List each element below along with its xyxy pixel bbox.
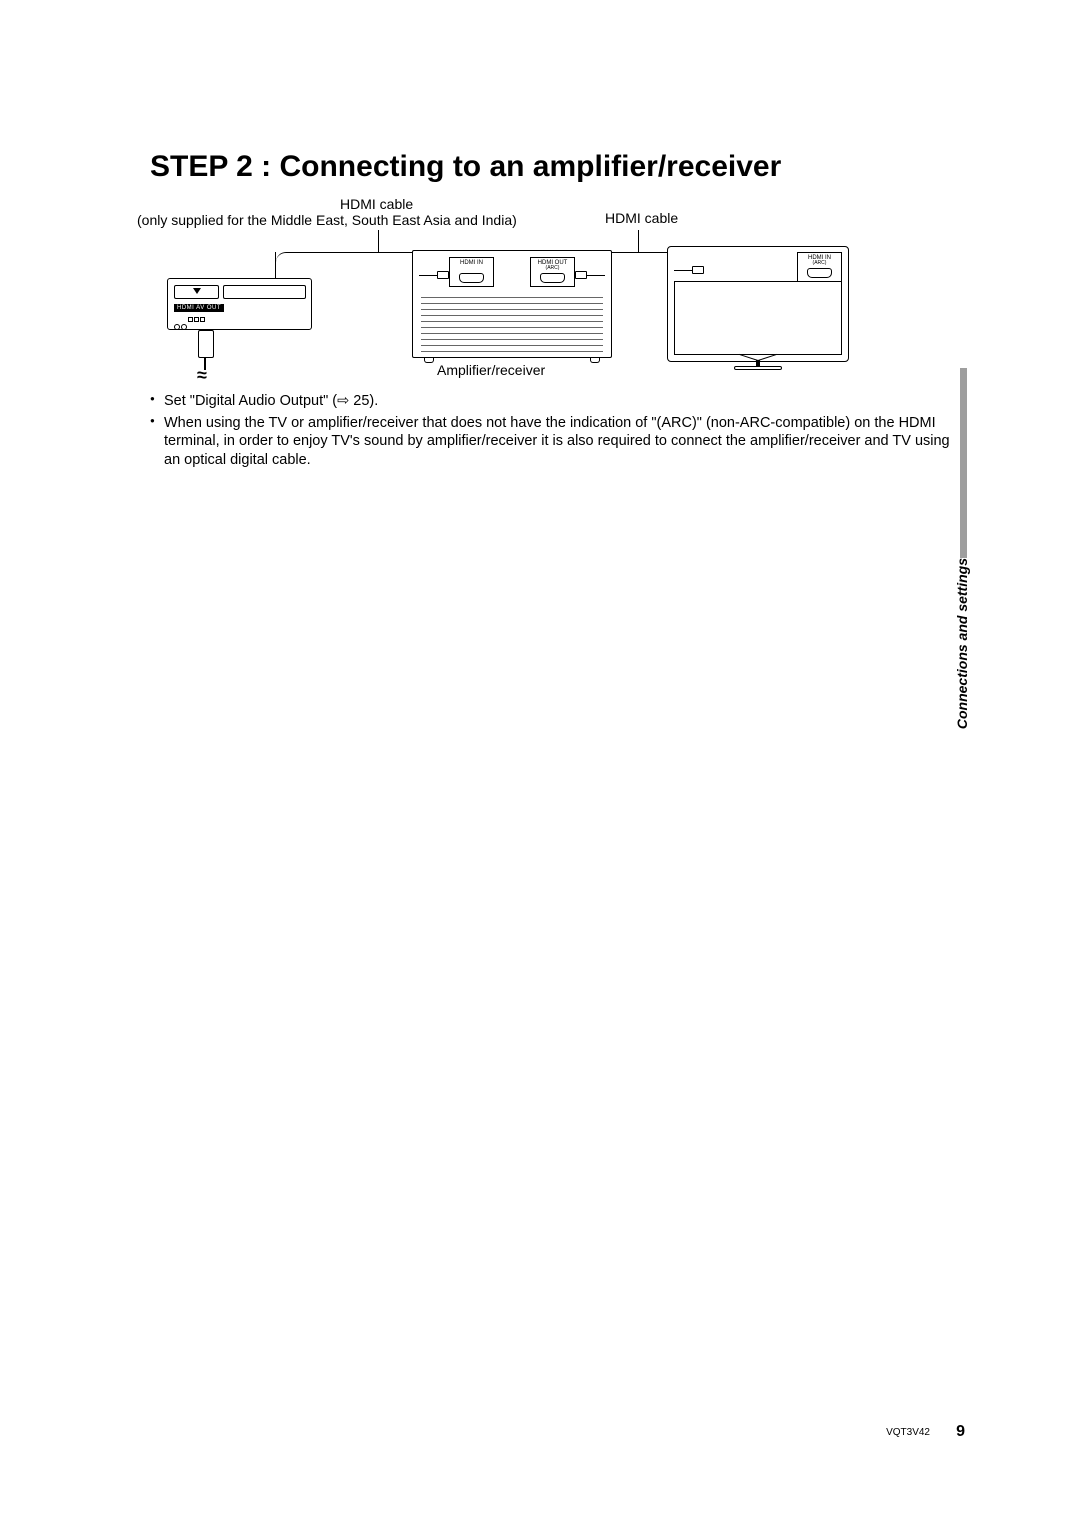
tv-port-label2: (ARC) [798,261,841,266]
tv-port: HDMI IN (ARC) [797,252,842,282]
page: STEP 2 : Connecting to an amplifier/rece… [0,0,1080,1526]
section-tab-label: Connections and settings [954,558,970,729]
bullet-item: Set "Digital Audio Output" (⇨ 25). [150,392,950,411]
tv-stand [734,362,782,372]
amp-connector-out [575,271,605,281]
section-tab: Connections and settings [939,368,967,558]
bullet-text: When using the TV or amplifier/receiver … [164,415,950,468]
hdmi-supply-note: (only supplied for the Middle East, Sout… [137,212,517,228]
amplifier-caption: Amplifier/receiver [437,362,545,378]
amp-connector-in [419,271,449,281]
section-tab-bar [960,368,967,558]
power-plug-icon [198,330,214,358]
player-device: HDMI AV OUT [167,278,312,330]
player-display [223,285,306,299]
amp-port-in: HDMI IN [449,257,494,287]
connection-diagram: HDMI cable (only supplied for the Middle… [150,190,930,370]
bullet-item: When using the TV or amplifier/receiver … [150,414,950,470]
hdmi-cable-label-left: HDMI cable [340,196,413,212]
leader-line-left [378,230,379,252]
amp-port-out: HDMI OUT (ARC) [530,257,575,287]
bullet-text: Set "Digital Audio Output" (⇨ 25). [164,393,378,409]
player-hdmi-out-label: HDMI AV OUT [174,304,224,312]
player-controls [174,317,214,325]
leader-line-right [638,230,639,252]
power-tilde: ≈ [197,365,207,386]
tv-screen [674,281,842,355]
tv-connector [674,266,704,276]
amp-port-in-label: HDMI IN [450,260,493,266]
amplifier-device: HDMI IN HDMI OUT (ARC) [412,250,612,358]
cable-drop-player [275,252,276,278]
amp-port-out-label2: (ARC) [531,266,574,271]
page-title: STEP 2 : Connecting to an amplifier/rece… [150,150,781,184]
bullet-list: Set "Digital Audio Output" (⇨ 25). When … [150,392,950,472]
hdmi-cable-label-right: HDMI cable [605,210,678,226]
footer-code: VQT3V42 [886,1427,930,1438]
tv-device: HDMI IN (ARC) [667,246,849,362]
page-number: 9 [956,1423,965,1441]
player-tray [174,285,219,299]
